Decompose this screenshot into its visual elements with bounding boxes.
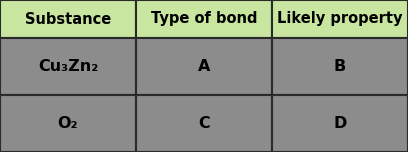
- Text: Type of bond: Type of bond: [151, 12, 257, 26]
- Bar: [272, 38, 408, 95]
- Bar: [0, 38, 136, 95]
- Text: Likely property: Likely property: [277, 12, 403, 26]
- Bar: [136, 95, 272, 152]
- Text: C: C: [198, 116, 210, 131]
- Bar: [0, 0, 136, 38]
- Bar: [136, 0, 272, 38]
- Bar: [136, 38, 272, 95]
- Text: O₂: O₂: [58, 116, 78, 131]
- Bar: [0, 95, 136, 152]
- Text: Cu₃Zn₂: Cu₃Zn₂: [38, 59, 98, 74]
- Text: A: A: [198, 59, 210, 74]
- Bar: [272, 95, 408, 152]
- Bar: [272, 0, 408, 38]
- Text: Substance: Substance: [25, 12, 111, 26]
- Text: D: D: [333, 116, 347, 131]
- Text: B: B: [334, 59, 346, 74]
